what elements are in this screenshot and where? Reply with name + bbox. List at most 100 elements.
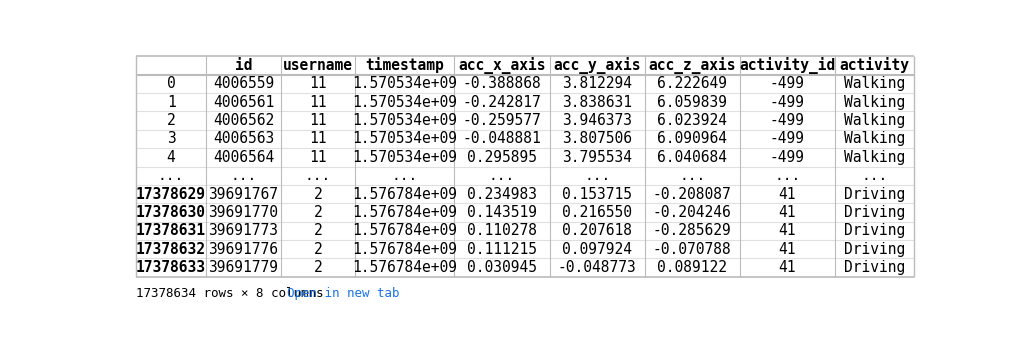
Text: -499: -499	[770, 76, 805, 91]
Text: -0.070788: -0.070788	[653, 242, 732, 257]
Text: 0.111215: 0.111215	[467, 242, 537, 257]
Text: 2: 2	[313, 223, 323, 238]
Text: 41: 41	[778, 260, 797, 275]
Text: 1.576784e+09: 1.576784e+09	[352, 187, 458, 201]
Text: ...: ...	[861, 168, 888, 183]
Text: 6.090964: 6.090964	[657, 131, 727, 147]
Text: 0.089122: 0.089122	[657, 260, 727, 275]
Text: 1.570534e+09: 1.570534e+09	[352, 113, 458, 128]
Text: ...: ...	[679, 168, 706, 183]
Text: 2: 2	[313, 260, 323, 275]
Text: 1.576784e+09: 1.576784e+09	[352, 223, 458, 238]
Text: Walking: Walking	[844, 95, 905, 110]
Text: -499: -499	[770, 150, 805, 165]
Text: 0.110278: 0.110278	[467, 223, 537, 238]
Text: 6.040684: 6.040684	[657, 150, 727, 165]
Text: 6.222649: 6.222649	[657, 76, 727, 91]
Text: username: username	[283, 58, 353, 73]
Text: 39691767: 39691767	[209, 187, 279, 201]
Text: -499: -499	[770, 131, 805, 147]
Text: 2: 2	[313, 242, 323, 257]
Text: 11: 11	[309, 76, 327, 91]
Text: 17378632: 17378632	[136, 242, 206, 257]
Text: 1.576784e+09: 1.576784e+09	[352, 205, 458, 220]
Text: 2: 2	[167, 113, 175, 128]
Text: acc_x_axis: acc_x_axis	[459, 57, 546, 74]
Text: Walking: Walking	[844, 150, 905, 165]
Text: 41: 41	[778, 205, 797, 220]
Text: 4: 4	[167, 150, 175, 165]
Text: 1.576784e+09: 1.576784e+09	[352, 242, 458, 257]
Text: 39691779: 39691779	[209, 260, 279, 275]
Text: 2: 2	[313, 187, 323, 201]
Text: ...: ...	[392, 168, 418, 183]
Text: 6.023924: 6.023924	[657, 113, 727, 128]
Text: -0.048881: -0.048881	[463, 131, 542, 147]
Text: 4006559: 4006559	[213, 76, 274, 91]
Text: Driving: Driving	[844, 205, 905, 220]
Text: 11: 11	[309, 131, 327, 147]
Text: 41: 41	[778, 223, 797, 238]
Text: 17378629: 17378629	[136, 187, 206, 201]
Text: 0.295895: 0.295895	[467, 150, 537, 165]
Text: 17378634 rows × 8 columns: 17378634 rows × 8 columns	[136, 287, 346, 300]
Text: -0.208087: -0.208087	[653, 187, 732, 201]
Text: 3.795534: 3.795534	[562, 150, 632, 165]
Text: -0.048773: -0.048773	[558, 260, 637, 275]
Text: -0.204246: -0.204246	[653, 205, 732, 220]
Text: 0.234983: 0.234983	[467, 187, 537, 201]
Text: 1.570534e+09: 1.570534e+09	[352, 95, 458, 110]
Text: ...: ...	[158, 168, 184, 183]
Text: -0.259577: -0.259577	[463, 113, 542, 128]
Text: 0.207618: 0.207618	[562, 223, 632, 238]
Text: Driving: Driving	[844, 187, 905, 201]
Text: -0.285629: -0.285629	[653, 223, 732, 238]
Text: Walking: Walking	[844, 76, 905, 91]
Text: 41: 41	[778, 242, 797, 257]
Text: 0.143519: 0.143519	[467, 205, 537, 220]
Text: 17378633: 17378633	[136, 260, 206, 275]
Text: timestamp: timestamp	[366, 57, 444, 73]
Text: 4006564: 4006564	[213, 150, 274, 165]
Text: Driving: Driving	[844, 260, 905, 275]
Text: ...: ...	[488, 168, 515, 183]
Text: 39691773: 39691773	[209, 223, 279, 238]
Text: 41: 41	[778, 187, 797, 201]
Text: -0.242817: -0.242817	[463, 95, 542, 110]
Text: -499: -499	[770, 113, 805, 128]
Text: acc_z_axis: acc_z_axis	[648, 57, 736, 74]
Text: 0.216550: 0.216550	[562, 205, 632, 220]
Text: 3.946373: 3.946373	[562, 113, 632, 128]
Text: 3.838631: 3.838631	[562, 95, 632, 110]
Text: id: id	[234, 58, 252, 73]
Text: 3.812294: 3.812294	[562, 76, 632, 91]
Text: Walking: Walking	[844, 131, 905, 147]
Text: 1: 1	[167, 95, 175, 110]
Text: 11: 11	[309, 150, 327, 165]
Text: 39691770: 39691770	[209, 205, 279, 220]
Text: ...: ...	[774, 168, 801, 183]
Text: activity: activity	[840, 57, 909, 73]
Text: 4006561: 4006561	[213, 95, 274, 110]
Text: Driving: Driving	[844, 242, 905, 257]
Text: 11: 11	[309, 113, 327, 128]
Text: 17378631: 17378631	[136, 223, 206, 238]
Text: Walking: Walking	[844, 113, 905, 128]
Text: 17378630: 17378630	[136, 205, 206, 220]
Text: 3.807506: 3.807506	[562, 131, 632, 147]
Text: 1.576784e+09: 1.576784e+09	[352, 260, 458, 275]
Text: 0.153715: 0.153715	[562, 187, 632, 201]
Text: 4006562: 4006562	[213, 113, 274, 128]
Text: acc_y_axis: acc_y_axis	[553, 57, 641, 74]
Text: ...: ...	[584, 168, 610, 183]
Text: -0.388868: -0.388868	[463, 76, 542, 91]
Text: 4006563: 4006563	[213, 131, 274, 147]
Text: activity_id: activity_id	[739, 57, 836, 74]
Text: Driving: Driving	[844, 223, 905, 238]
Text: 0.097924: 0.097924	[562, 242, 632, 257]
Text: 1.570534e+09: 1.570534e+09	[352, 131, 458, 147]
Text: 3: 3	[167, 131, 175, 147]
Text: 1.570534e+09: 1.570534e+09	[352, 76, 458, 91]
Text: 6.059839: 6.059839	[657, 95, 727, 110]
Text: 2: 2	[313, 205, 323, 220]
